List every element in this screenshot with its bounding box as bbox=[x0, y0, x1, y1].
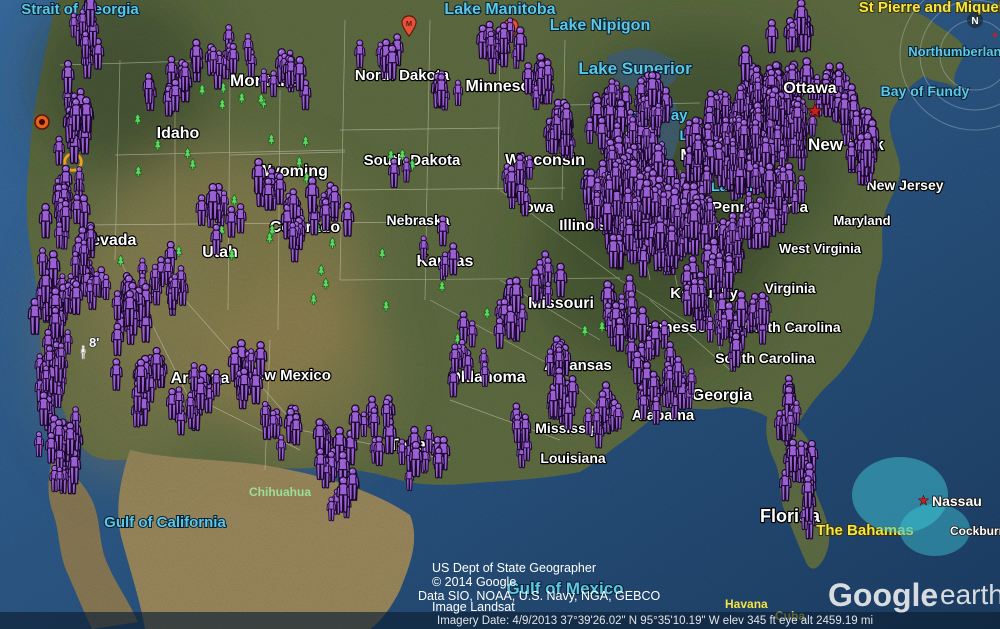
svg-text:US Dept of State Geographer: US Dept of State Geographer bbox=[432, 561, 596, 575]
svg-text:Lake Manitoba: Lake Manitoba bbox=[444, 1, 555, 18]
svg-text:Ottawa: Ottawa bbox=[783, 80, 836, 97]
svg-text:Georgia: Georgia bbox=[692, 387, 753, 404]
svg-text:Bay of Fundy: Bay of Fundy bbox=[881, 83, 970, 99]
svg-text:Havana: Havana bbox=[725, 597, 768, 611]
svg-text:Google: Google bbox=[828, 577, 938, 613]
svg-text:8': 8' bbox=[89, 335, 99, 350]
svg-text:Lake Superior: Lake Superior bbox=[578, 59, 692, 78]
svg-text:New Jersey: New Jersey bbox=[866, 177, 943, 193]
svg-text:earth: earth bbox=[940, 579, 1000, 610]
svg-text:Cockburn Tow: Cockburn Tow bbox=[950, 524, 1000, 538]
svg-text:Idaho: Idaho bbox=[157, 125, 200, 142]
svg-text:Northumberland S: Northumberland S bbox=[908, 44, 1000, 59]
svg-text:© 2014 Google: © 2014 Google bbox=[432, 575, 516, 589]
svg-text:Louisiana: Louisiana bbox=[540, 450, 606, 466]
svg-text:Lake Nipigon: Lake Nipigon bbox=[550, 17, 650, 34]
svg-text:N: N bbox=[971, 16, 978, 27]
svg-text:Maryland: Maryland bbox=[833, 213, 890, 228]
svg-text:West Virginia: West Virginia bbox=[779, 241, 862, 256]
svg-text:Virginia: Virginia bbox=[764, 280, 815, 296]
svg-text:Nassau: Nassau bbox=[932, 493, 982, 509]
svg-text:Chihuahua: Chihuahua bbox=[249, 485, 311, 499]
svg-text:Gulf of California: Gulf of California bbox=[104, 514, 226, 531]
svg-text:Imagery Date: 4/9/2013 37°: Imagery Date: 4/9/2013 37°39'26.02" N 95… bbox=[437, 615, 873, 627]
svg-text:Image Landsat: Image Landsat bbox=[432, 600, 515, 614]
